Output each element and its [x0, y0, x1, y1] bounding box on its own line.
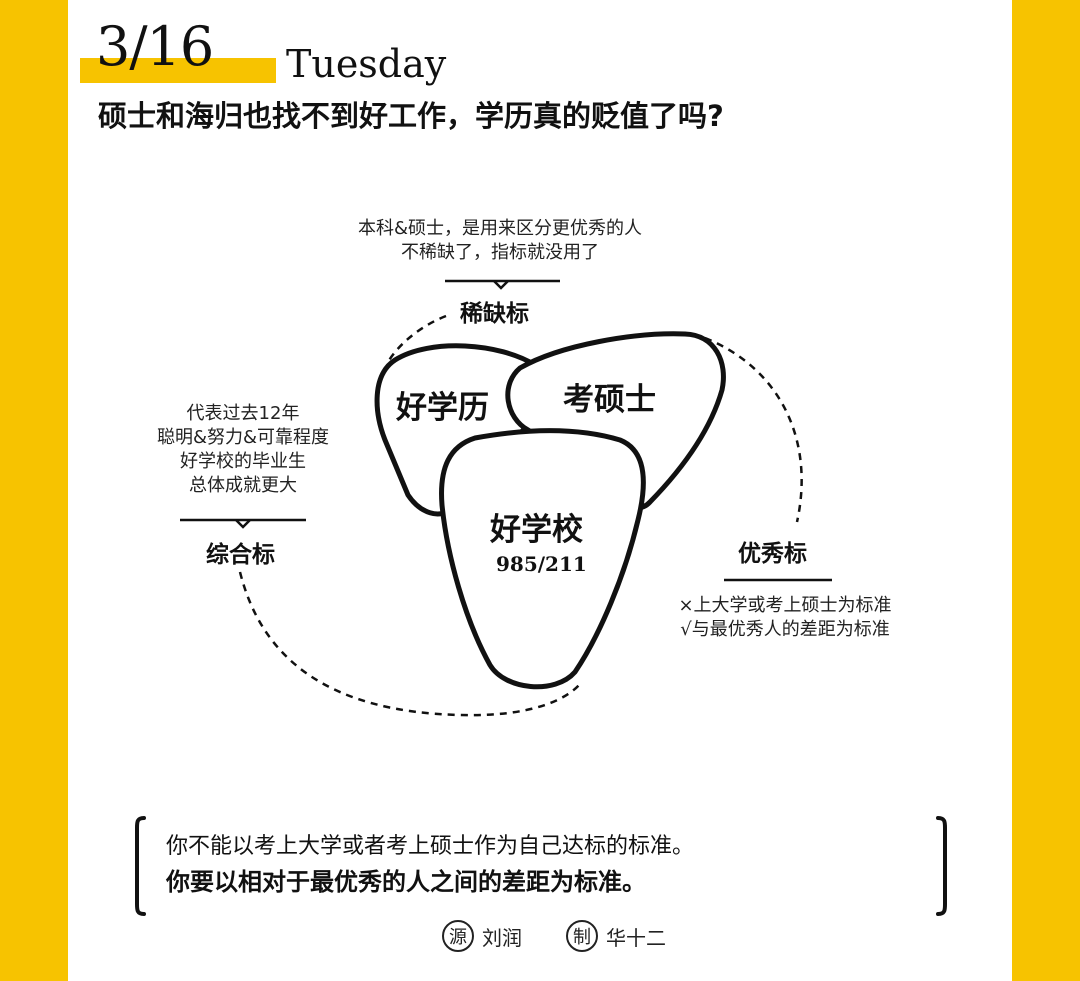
source-name: 刘润: [482, 925, 522, 950]
quote-line-2: 你要以相对于最优秀的人之间的差距为标准。: [166, 868, 646, 896]
excellence-label: 优秀标: [738, 541, 807, 567]
good-school-label: 好学校: [490, 512, 583, 548]
scarcity-note: 本科&硕士，是用来区分更优秀的人 不稀缺了，指标就没用了: [310, 217, 690, 265]
composite-note-line: 好学校的毕业生: [180, 451, 306, 472]
excellence-note-line: √与最优秀人的差距为标准: [680, 619, 890, 640]
maker-name: 华十二: [606, 925, 666, 950]
date: 3/16: [96, 15, 214, 78]
source-mark: 源: [442, 920, 474, 952]
excellence-note-line: ×上大学或考上硕士为标准: [678, 595, 892, 616]
good-school-shape: [439, 428, 646, 690]
right-bracket: [936, 816, 947, 916]
composite-underline: [180, 518, 306, 529]
masters-label: 考硕士: [563, 382, 656, 418]
source-credit: 源 刘润: [442, 920, 522, 952]
page-title: 硕士和海归也找不到好工作，学历真的贬值了吗?: [98, 99, 724, 133]
maker-credit: 制 华十二: [566, 920, 666, 952]
maker-mark: 制: [566, 920, 598, 952]
composite-connector-arc: [238, 571, 581, 717]
composite-label: 综合标: [206, 542, 275, 568]
quote-block: 你不能以考上大学或者考上硕士作为自己达标的标准。 你要以相对于最优秀的人之间的差…: [166, 830, 694, 900]
left-bracket: [135, 816, 146, 916]
composite-note: 代表过去12年 聪明&努力&可靠程度 好学校的毕业生 总体成就更大: [113, 402, 373, 498]
composite-note-line: 代表过去12年: [186, 403, 300, 424]
scarcity-label: 稀缺标: [460, 301, 529, 327]
excellence-note: ×上大学或考上硕士为标准 √与最优秀人的差距为标准: [650, 594, 920, 642]
composite-note-line: 总体成就更大: [189, 475, 297, 496]
composite-note-line: 聪明&努力&可靠程度: [156, 427, 330, 448]
excellence-connector-arc: [704, 336, 803, 523]
good-degree-label: 好学历: [396, 390, 489, 426]
scarcity-connector-arc: [386, 314, 447, 363]
scarcity-underline: [445, 279, 560, 290]
good-school-sublabel: 985/211: [496, 552, 587, 576]
scarcity-note-line: 不稀缺了，指标就没用了: [401, 242, 599, 263]
quote-line-1: 你不能以考上大学或者考上硕士作为自己达标的标准。: [166, 834, 695, 859]
date-highlight-bar: [80, 58, 276, 83]
weekday: Tuesday: [286, 42, 447, 86]
scarcity-note-line: 本科&硕士，是用来区分更优秀的人: [357, 218, 643, 239]
